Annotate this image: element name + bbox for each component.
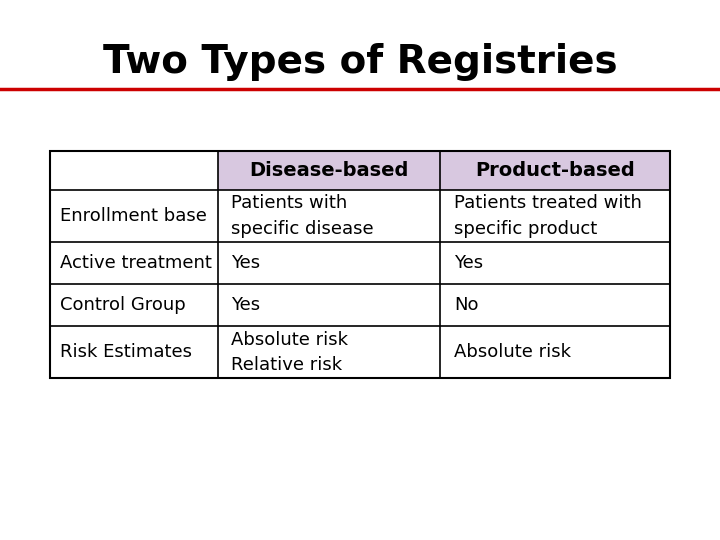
Bar — [441, 151, 670, 190]
Bar — [441, 284, 670, 326]
Text: Active treatment: Active treatment — [60, 254, 212, 272]
Bar — [441, 190, 670, 242]
Text: Yes: Yes — [231, 296, 260, 314]
Bar — [50, 151, 217, 190]
Text: Product-based: Product-based — [475, 161, 635, 180]
Text: Yes: Yes — [454, 254, 483, 272]
Text: No: No — [454, 296, 479, 314]
Bar — [217, 326, 441, 378]
Bar — [217, 242, 441, 284]
Bar — [441, 242, 670, 284]
Text: Patients treated with
specific product: Patients treated with specific product — [454, 194, 642, 238]
Text: Disease-based: Disease-based — [249, 161, 409, 180]
Bar — [217, 151, 441, 190]
Text: Absolute risk: Absolute risk — [454, 343, 571, 361]
Bar — [217, 190, 441, 242]
Bar — [50, 190, 217, 242]
Text: Two Types of Registries: Two Types of Registries — [103, 43, 617, 81]
Bar — [50, 284, 217, 326]
Bar — [217, 284, 441, 326]
Text: Yes: Yes — [231, 254, 260, 272]
Text: Patients with
specific disease: Patients with specific disease — [231, 194, 374, 238]
Bar — [441, 326, 670, 378]
Text: Absolute risk
Relative risk: Absolute risk Relative risk — [231, 330, 348, 374]
Bar — [50, 151, 670, 378]
Text: Risk Estimates: Risk Estimates — [60, 343, 192, 361]
Bar — [50, 242, 217, 284]
Text: Enrollment base: Enrollment base — [60, 207, 207, 225]
Bar — [50, 326, 217, 378]
Text: Control Group: Control Group — [60, 296, 186, 314]
